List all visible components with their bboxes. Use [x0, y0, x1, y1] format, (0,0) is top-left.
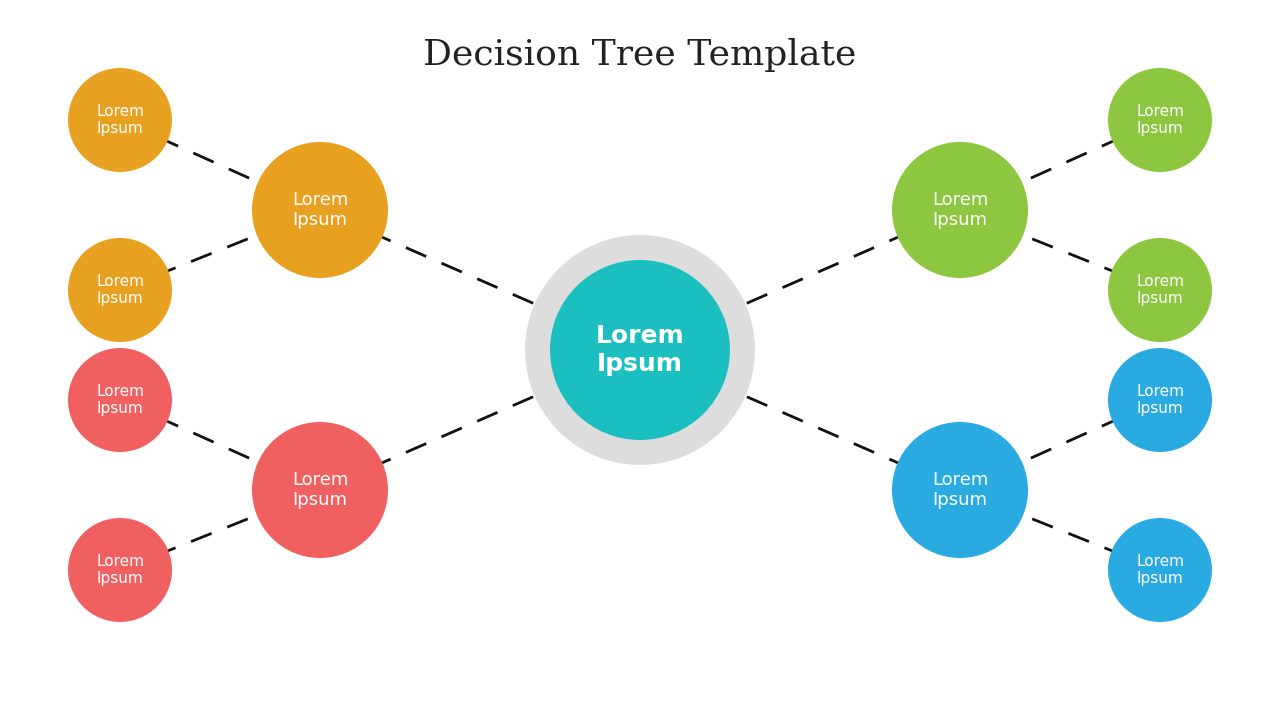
Text: Lorem
Ipsum: Lorem Ipsum	[595, 324, 685, 376]
Text: Lorem
Ipsum: Lorem Ipsum	[96, 554, 143, 586]
Text: Lorem
Ipsum: Lorem Ipsum	[932, 471, 988, 510]
Text: Lorem
Ipsum: Lorem Ipsum	[1137, 274, 1184, 306]
Text: Decision Tree Template: Decision Tree Template	[424, 38, 856, 72]
Text: Lorem
Ipsum: Lorem Ipsum	[932, 191, 988, 230]
Circle shape	[1108, 68, 1212, 172]
Text: Lorem
Ipsum: Lorem Ipsum	[292, 191, 348, 230]
Circle shape	[68, 238, 172, 342]
Circle shape	[892, 142, 1028, 278]
Text: Lorem
Ipsum: Lorem Ipsum	[292, 471, 348, 510]
Circle shape	[252, 142, 388, 278]
Text: Lorem
Ipsum: Lorem Ipsum	[1137, 554, 1184, 586]
Text: Lorem
Ipsum: Lorem Ipsum	[1137, 384, 1184, 416]
Circle shape	[68, 518, 172, 622]
Circle shape	[252, 422, 388, 558]
Circle shape	[1108, 238, 1212, 342]
Circle shape	[68, 68, 172, 172]
Text: Lorem
Ipsum: Lorem Ipsum	[96, 384, 143, 416]
Circle shape	[1108, 518, 1212, 622]
Circle shape	[550, 260, 730, 440]
Text: Lorem
Ipsum: Lorem Ipsum	[1137, 104, 1184, 136]
Circle shape	[525, 235, 755, 465]
Text: Lorem
Ipsum: Lorem Ipsum	[96, 104, 143, 136]
Circle shape	[68, 348, 172, 452]
Circle shape	[892, 422, 1028, 558]
Circle shape	[1108, 348, 1212, 452]
Text: Lorem
Ipsum: Lorem Ipsum	[96, 274, 143, 306]
